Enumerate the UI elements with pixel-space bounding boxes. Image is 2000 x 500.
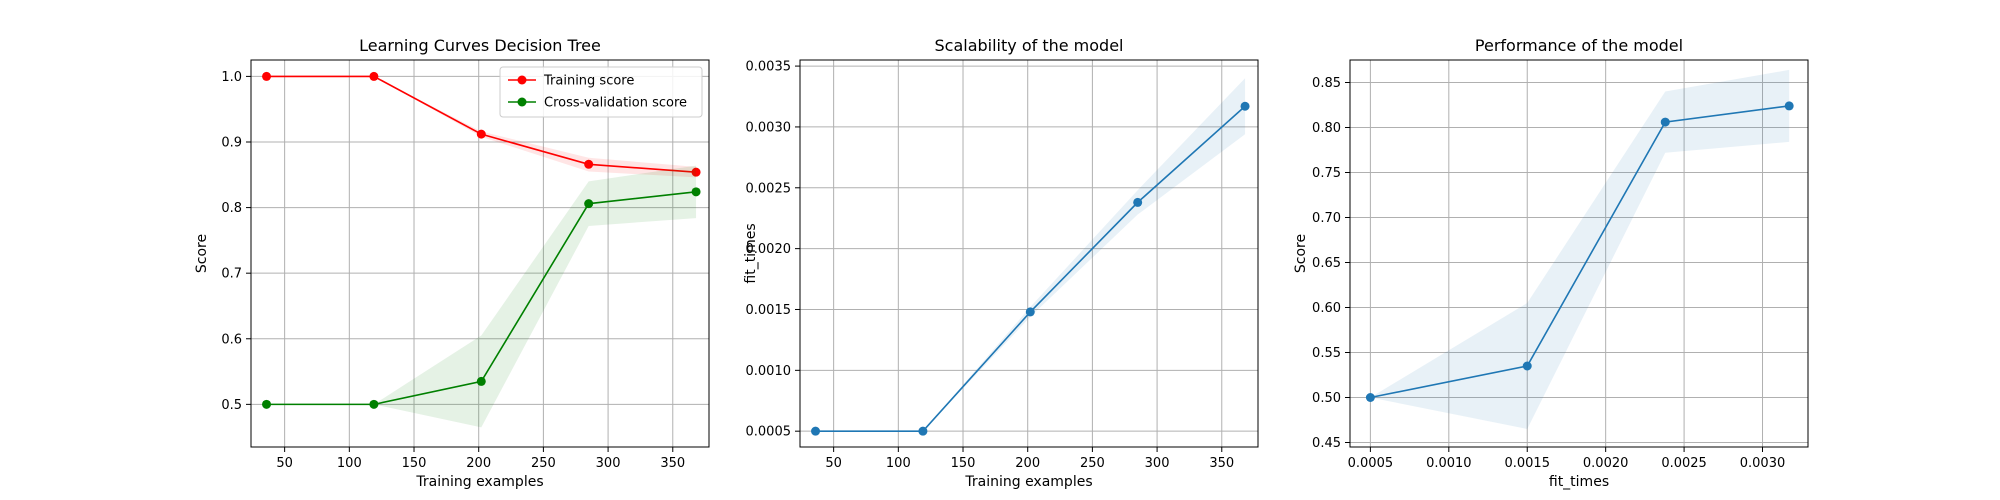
x-tick-label: 0.0020	[1583, 456, 1629, 471]
x-tick-label: 350	[660, 456, 685, 471]
series-2-point	[691, 187, 701, 197]
legend-entry-label: Training score	[543, 74, 634, 89]
x-tick-label: 100	[886, 456, 911, 471]
y-axis-label: fit_times	[743, 223, 759, 283]
series-2-point	[369, 399, 379, 409]
y-tick-label: 0.65	[1312, 256, 1341, 271]
series-1-point	[1025, 307, 1035, 317]
y-tick-label: 0.6	[221, 332, 242, 347]
x-tick-label: 0.0015	[1504, 456, 1550, 471]
x-axis-label: fit_times	[1549, 474, 1609, 490]
x-tick-label: 0.0030	[1740, 456, 1786, 471]
y-tick-label: 0.45	[1312, 436, 1341, 451]
legend-box	[499, 66, 703, 118]
series-1-point	[1522, 361, 1532, 371]
series-1-point	[476, 129, 486, 139]
x-tick-label: 0.0010	[1426, 456, 1472, 471]
chart-title: Scalability of the model	[935, 36, 1124, 55]
x-tick-label: 300	[1145, 456, 1170, 471]
x-tick-label: 150	[951, 456, 976, 471]
y-tick-label: 0.0035	[746, 60, 792, 75]
series-1-point	[811, 426, 821, 436]
legend-swatch-marker	[517, 97, 527, 107]
plot-frame	[250, 59, 710, 448]
plot-frame	[799, 59, 1259, 448]
y-tick-label: 0.0015	[746, 303, 792, 318]
legend-swatch-marker	[517, 75, 527, 85]
series-1-point	[1240, 101, 1250, 111]
legend-entry-label: Cross-validation score	[544, 96, 687, 111]
series-1-band	[266, 76, 697, 178]
chart-title: Learning Curves Decision Tree	[359, 36, 601, 55]
series-1-line	[1370, 105, 1790, 399]
y-tick-label: 0.85	[1312, 76, 1341, 91]
x-tick-label: 350	[1209, 456, 1234, 471]
legend: Training score Cross-validation score	[499, 66, 703, 118]
series-1-point	[369, 71, 379, 81]
y-tick-label: 0.55	[1312, 346, 1341, 361]
series-2-band	[266, 165, 697, 428]
chart-title: Performance of the model	[1475, 36, 1683, 55]
x-axis-label: Training examples	[415, 474, 543, 490]
chart-panel-3: 0.0005 0.0010 0.0015 0.0020 0.0025 0.0030 0.45…	[1293, 36, 1809, 490]
y-tick-label: 0.0010	[746, 364, 792, 379]
y-tick-label: 1.0	[221, 70, 242, 85]
y-tick-label: 0.70	[1312, 211, 1341, 226]
x-tick-label: 200	[466, 456, 491, 471]
series-2-point	[262, 399, 272, 409]
x-tick-label: 250	[531, 456, 556, 471]
y-tick-label: 0.75	[1312, 166, 1341, 181]
plot-frame	[1349, 59, 1809, 448]
x-tick-label: 150	[402, 456, 427, 471]
y-tick-label: 0.60	[1312, 301, 1341, 316]
series-1-point	[262, 71, 272, 81]
x-tick-label: 0.0025	[1661, 456, 1707, 471]
x-tick-label: 250	[1080, 456, 1105, 471]
x-tick-label: 50	[825, 456, 842, 471]
x-tick-label: 200	[1015, 456, 1040, 471]
y-axis-label: Score	[194, 234, 210, 273]
x-tick-label: 0.0005	[1348, 456, 1394, 471]
y-tick-label: 0.0025	[746, 181, 792, 196]
y-tick-label: 0.0030	[746, 120, 792, 135]
y-tick-label: 0.8	[221, 201, 242, 216]
series-1-point	[1660, 117, 1670, 127]
y-tick-label: 0.0020	[746, 242, 792, 257]
y-tick-label: 0.80	[1312, 121, 1341, 136]
series-2-point	[584, 199, 594, 209]
x-axis-label: Training examples	[964, 474, 1092, 490]
x-tick-label: 300	[596, 456, 621, 471]
series-1-point	[1365, 393, 1375, 402]
y-axis-label: Score	[1293, 234, 1309, 273]
series-1-point	[1784, 101, 1794, 111]
chart-panel-2: 50 100 150 200 250 300 350 0.0005 0.0010 0.0015 0.…	[743, 36, 1259, 490]
y-tick-label: 0.9	[221, 135, 242, 150]
y-tick-label: 0.5	[221, 398, 242, 413]
y-tick-label: 0.0005	[746, 425, 792, 440]
series-2-point	[476, 376, 486, 386]
y-tick-label: 0.50	[1312, 391, 1341, 406]
series-1-band	[1370, 69, 1790, 430]
x-tick-label: 50	[276, 456, 293, 471]
series-1-point	[1133, 197, 1143, 207]
series-1-point	[918, 426, 928, 436]
x-tick-label: 100	[337, 456, 362, 471]
chart-panel-1: 50 100 150 200 250 300 350 0.5 0.6 0.7 0.8 0.9 1.0 Le…	[194, 36, 710, 490]
y-tick-label: 0.7	[221, 267, 242, 282]
series-1-point	[691, 167, 701, 177]
series-1-point	[584, 159, 594, 169]
